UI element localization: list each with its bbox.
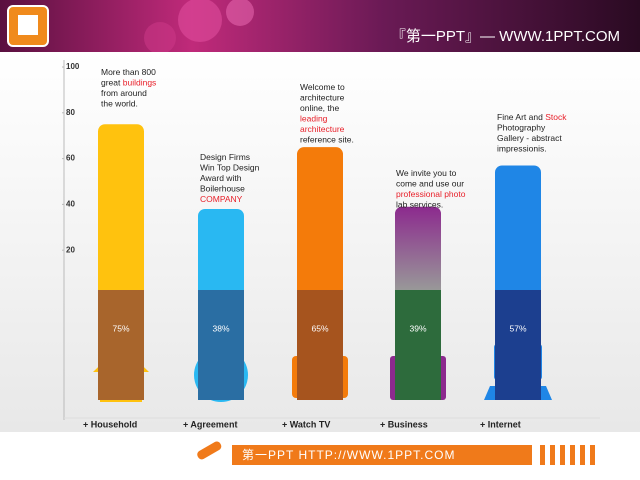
- header-title: 『第一PPT』— WWW.1PPT.COM: [391, 27, 620, 45]
- annotation: great buildings: [101, 78, 156, 88]
- annotation: professional photo: [396, 189, 466, 199]
- y-tick-label: 40: [66, 200, 75, 209]
- annotation-segment: Award with: [200, 173, 242, 183]
- annotation-segment: buildings: [123, 78, 157, 88]
- annotation-segment: Design Firms: [200, 152, 250, 162]
- annotation: Photography: [497, 123, 546, 133]
- annotation: lab services.: [396, 200, 443, 210]
- bar-base: [395, 290, 441, 400]
- value-label: 75%: [112, 323, 129, 333]
- bar: [297, 147, 343, 302]
- annotation-segment: We invite you to: [396, 168, 457, 178]
- annotation-segment: the world.: [101, 99, 138, 109]
- bokeh: [178, 0, 222, 42]
- footer-stripes: [540, 445, 595, 465]
- y-tick-label: 100: [66, 62, 80, 71]
- annotation-segment: lab services.: [396, 200, 443, 210]
- bokeh: [144, 22, 176, 54]
- annotation-segment: impressionis.: [497, 144, 547, 154]
- bar-base: [198, 290, 244, 400]
- annotation: online, the: [300, 103, 339, 113]
- annotation-segment: Photography: [497, 123, 546, 133]
- x-tick-label: + Watch TV: [282, 419, 330, 429]
- bar: [395, 206, 441, 302]
- annotation: Award with: [200, 173, 242, 183]
- annotation: architecture: [300, 124, 345, 134]
- header-band: [0, 0, 640, 52]
- annotation: architecture: [300, 93, 345, 103]
- annotation-segment: Welcome to: [300, 82, 345, 92]
- annotation-segment: great: [101, 78, 123, 88]
- annotation-segment: COMPANY: [200, 194, 243, 204]
- annotation-segment: Win Top Design: [200, 163, 260, 173]
- value-label: 38%: [212, 323, 229, 333]
- footer-band: [232, 445, 532, 465]
- annotation-segment: professional photo: [396, 189, 466, 199]
- annotation: Welcome to: [300, 82, 345, 92]
- x-tick-label: + Household: [83, 419, 137, 429]
- bar-base: [98, 290, 144, 400]
- annotation-segment: Gallery - abstract: [497, 133, 562, 143]
- x-tick-label: + Internet: [480, 419, 521, 429]
- annotation: reference site.: [300, 135, 354, 145]
- annotation: leading: [300, 114, 328, 124]
- logo-mark: [18, 15, 38, 35]
- bokeh: [226, 0, 254, 26]
- annotation: More than 800: [101, 67, 156, 77]
- annotation: Design Firms: [200, 152, 250, 162]
- bar: [198, 208, 244, 302]
- annotation: Gallery - abstract: [497, 133, 562, 143]
- annotation: impressionis.: [497, 144, 547, 154]
- bar-base: [495, 290, 541, 400]
- pencil-icon: [197, 441, 222, 460]
- annotation-segment: Fine Art and: [497, 112, 545, 122]
- annotation-segment: from around: [101, 88, 147, 98]
- annotation: We invite you to: [396, 168, 457, 178]
- annotation-segment: architecture: [300, 124, 345, 134]
- annotation: Fine Art and Stock: [497, 112, 567, 122]
- annotation: Boilerhouse: [200, 184, 245, 194]
- y-tick-label: 80: [66, 108, 75, 117]
- annotation: the world.: [101, 99, 138, 109]
- y-tick-label: 20: [66, 245, 75, 254]
- annotation-segment: come and use our: [396, 179, 464, 189]
- annotation-segment: reference site.: [300, 135, 354, 145]
- bar: [98, 124, 144, 302]
- x-tick-label: + Business: [380, 419, 428, 429]
- annotation-segment: leading: [300, 114, 328, 124]
- annotation: COMPANY: [200, 194, 243, 204]
- annotation: Win Top Design: [200, 163, 260, 173]
- value-label: 65%: [311, 323, 328, 333]
- annotation-segment: Boilerhouse: [200, 184, 245, 194]
- x-tick-label: + Agreement: [183, 419, 237, 429]
- annotation: come and use our: [396, 179, 464, 189]
- y-tick-label: 60: [66, 154, 75, 163]
- bar-base: [297, 290, 343, 400]
- annotation-segment: online, the: [300, 103, 339, 113]
- annotation-segment: architecture: [300, 93, 345, 103]
- annotation: from around: [101, 88, 147, 98]
- value-label: 39%: [409, 323, 426, 333]
- value-label: 57%: [509, 323, 526, 333]
- annotation-segment: More than 800: [101, 67, 156, 77]
- annotation-segment: Stock: [545, 112, 567, 122]
- bar: [495, 165, 541, 302]
- footer-text: 第一PPT HTTP://WWW.1PPT.COM: [242, 448, 455, 462]
